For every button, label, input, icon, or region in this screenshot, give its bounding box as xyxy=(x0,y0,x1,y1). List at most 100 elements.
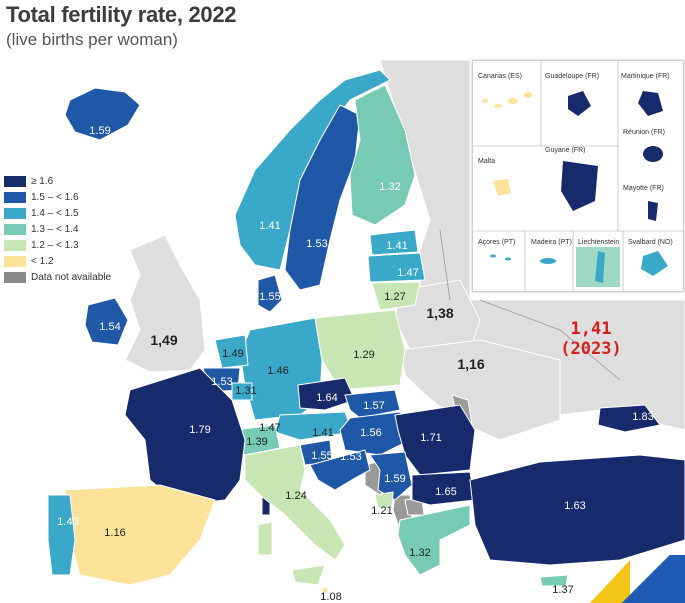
label-montenegro: 1.21 xyxy=(371,505,393,517)
inset-madeira: Madeira (PT) xyxy=(531,239,572,246)
label-malta: 1.08 xyxy=(320,591,342,603)
label-switzerland: 1.39 xyxy=(246,436,268,448)
luxembourg-region xyxy=(231,382,253,401)
sweden-region xyxy=(284,104,361,291)
map-subtitle: (live births per woman) xyxy=(6,30,178,49)
label-bulgaria: 1.65 xyxy=(435,486,457,498)
label-serbia: 1.59 xyxy=(384,473,406,485)
legend-swatch xyxy=(4,175,26,187)
uk-region xyxy=(124,234,206,373)
label-germany: 1.46 xyxy=(267,365,289,377)
ukraine-region xyxy=(399,339,561,441)
romania-region xyxy=(394,404,476,476)
label-greece: 1.32 xyxy=(409,547,431,559)
montenegro-region xyxy=(374,491,394,509)
cyprus-region xyxy=(539,574,569,587)
label-liechtenstein: 1.47 xyxy=(259,422,281,434)
label-austria: 1.41 xyxy=(312,427,334,439)
inset-guadeloupe: Guadeloupe (FR) xyxy=(545,73,600,80)
label-latvia: 1.47 xyxy=(397,267,419,279)
inset-martinique: Martinique (FR) xyxy=(621,73,670,80)
label-finland: 1.32 xyxy=(379,181,401,193)
turkiye-region xyxy=(469,454,685,566)
poland-region xyxy=(314,309,406,391)
legend-item: < 1.2 xyxy=(4,253,111,269)
label-russia: 1,41 (2023) xyxy=(560,319,622,359)
legend: ≥ 1.6 1.5 – < 1.6 1.4 – < 1.5 1.3 – < 1.… xyxy=(4,173,111,285)
denmark-region xyxy=(257,274,283,313)
label-portugal: 1.43 xyxy=(57,516,79,528)
sicily-region xyxy=(291,564,326,586)
bulgaria-region xyxy=(411,471,476,506)
legend-swatch xyxy=(4,255,26,267)
label-netherlands: 1.49 xyxy=(222,348,244,360)
label-slovakia: 1.57 xyxy=(363,400,385,412)
label-spain: 1.16 xyxy=(104,527,126,539)
label-lithuania: 1.27 xyxy=(384,291,406,303)
lithuania-region xyxy=(371,281,421,311)
label-poland: 1.29 xyxy=(353,349,375,361)
inset-liechtenstein: Liechtenstein xyxy=(578,239,620,246)
inset-canarias: Canarias (ES) xyxy=(478,73,522,80)
portugal-region xyxy=(47,494,76,576)
legend-item: 1.2 – < 1.3 xyxy=(4,237,111,253)
legend-item: 1.5 – < 1.6 xyxy=(4,189,111,205)
serbia-region xyxy=(369,451,413,501)
legend-item: Data not available xyxy=(4,269,111,285)
label-luxembourg: 1.31 xyxy=(235,385,257,397)
greece-region xyxy=(397,504,471,576)
inset-guyane: Guyane (FR) xyxy=(545,147,586,154)
croatia-region xyxy=(309,449,371,491)
finland-region xyxy=(349,84,416,226)
iceland-region xyxy=(64,87,141,141)
label-sweden: 1.53 xyxy=(306,238,328,250)
inset-malta: Malta xyxy=(478,158,496,165)
label-belarus: 1,38 xyxy=(426,305,454,321)
czechia-region xyxy=(297,377,356,411)
ireland-region xyxy=(84,297,129,346)
label-iceland: 1.59 xyxy=(89,125,111,137)
label-czechia: 1.64 xyxy=(316,392,338,404)
label-estonia: 1.41 xyxy=(386,240,408,252)
legend-swatch xyxy=(4,207,26,219)
label-norway: 1.41 xyxy=(259,220,281,232)
label-romania: 1.71 xyxy=(420,432,442,444)
map-title: Total fertility rate, 2022 xyxy=(6,2,237,27)
inset-acores: Açores (PT) xyxy=(478,239,516,246)
label-ukraine: 1,16 xyxy=(457,356,485,372)
netherlands-region xyxy=(214,334,249,369)
label-france: 1.79 xyxy=(189,424,211,436)
label-turkiye: 1.63 xyxy=(564,500,586,512)
legend-item: 1.4 – < 1.5 xyxy=(4,205,111,221)
legend-swatch xyxy=(4,239,26,251)
inset-svalbard: Svalbard (NO) xyxy=(628,239,673,246)
legend-item: 1.3 – < 1.4 xyxy=(4,221,111,237)
italy-region xyxy=(244,444,346,561)
legend-swatch xyxy=(4,191,26,203)
insets-shapes xyxy=(473,61,683,291)
label-cyprus: 1.37 xyxy=(552,584,574,596)
label-hungary: 1.56 xyxy=(360,427,382,439)
sardinia-region xyxy=(257,521,273,556)
georgia-region xyxy=(597,404,661,433)
label-slovenia: 1.55 xyxy=(311,450,333,462)
label-uk: 1,49 xyxy=(150,332,178,348)
label-ireland: 1.54 xyxy=(99,321,121,333)
malta-region xyxy=(322,587,328,593)
label-croatia: 1.53 xyxy=(340,451,362,463)
label-italy: 1.24 xyxy=(285,490,307,502)
latvia-region xyxy=(367,252,426,283)
estonia-region xyxy=(369,229,419,256)
label-belgium: 1.53 xyxy=(211,376,233,388)
norway-region xyxy=(234,69,391,271)
france-region xyxy=(124,367,246,506)
legend-swatch xyxy=(4,271,26,283)
label-denmark: 1.55 xyxy=(259,291,281,303)
label-georgia: 1.83 xyxy=(632,411,654,423)
inset-mayotte: Mayotte (FR) xyxy=(623,185,664,192)
insets-panel: Canarias (ES) Guadeloupe (FR) Martinique… xyxy=(472,60,684,292)
inset-reunion: Réunion (FR) xyxy=(623,129,666,136)
legend-swatch xyxy=(4,223,26,235)
corner-decoration xyxy=(610,555,685,603)
legend-item: ≥ 1.6 xyxy=(4,173,111,189)
